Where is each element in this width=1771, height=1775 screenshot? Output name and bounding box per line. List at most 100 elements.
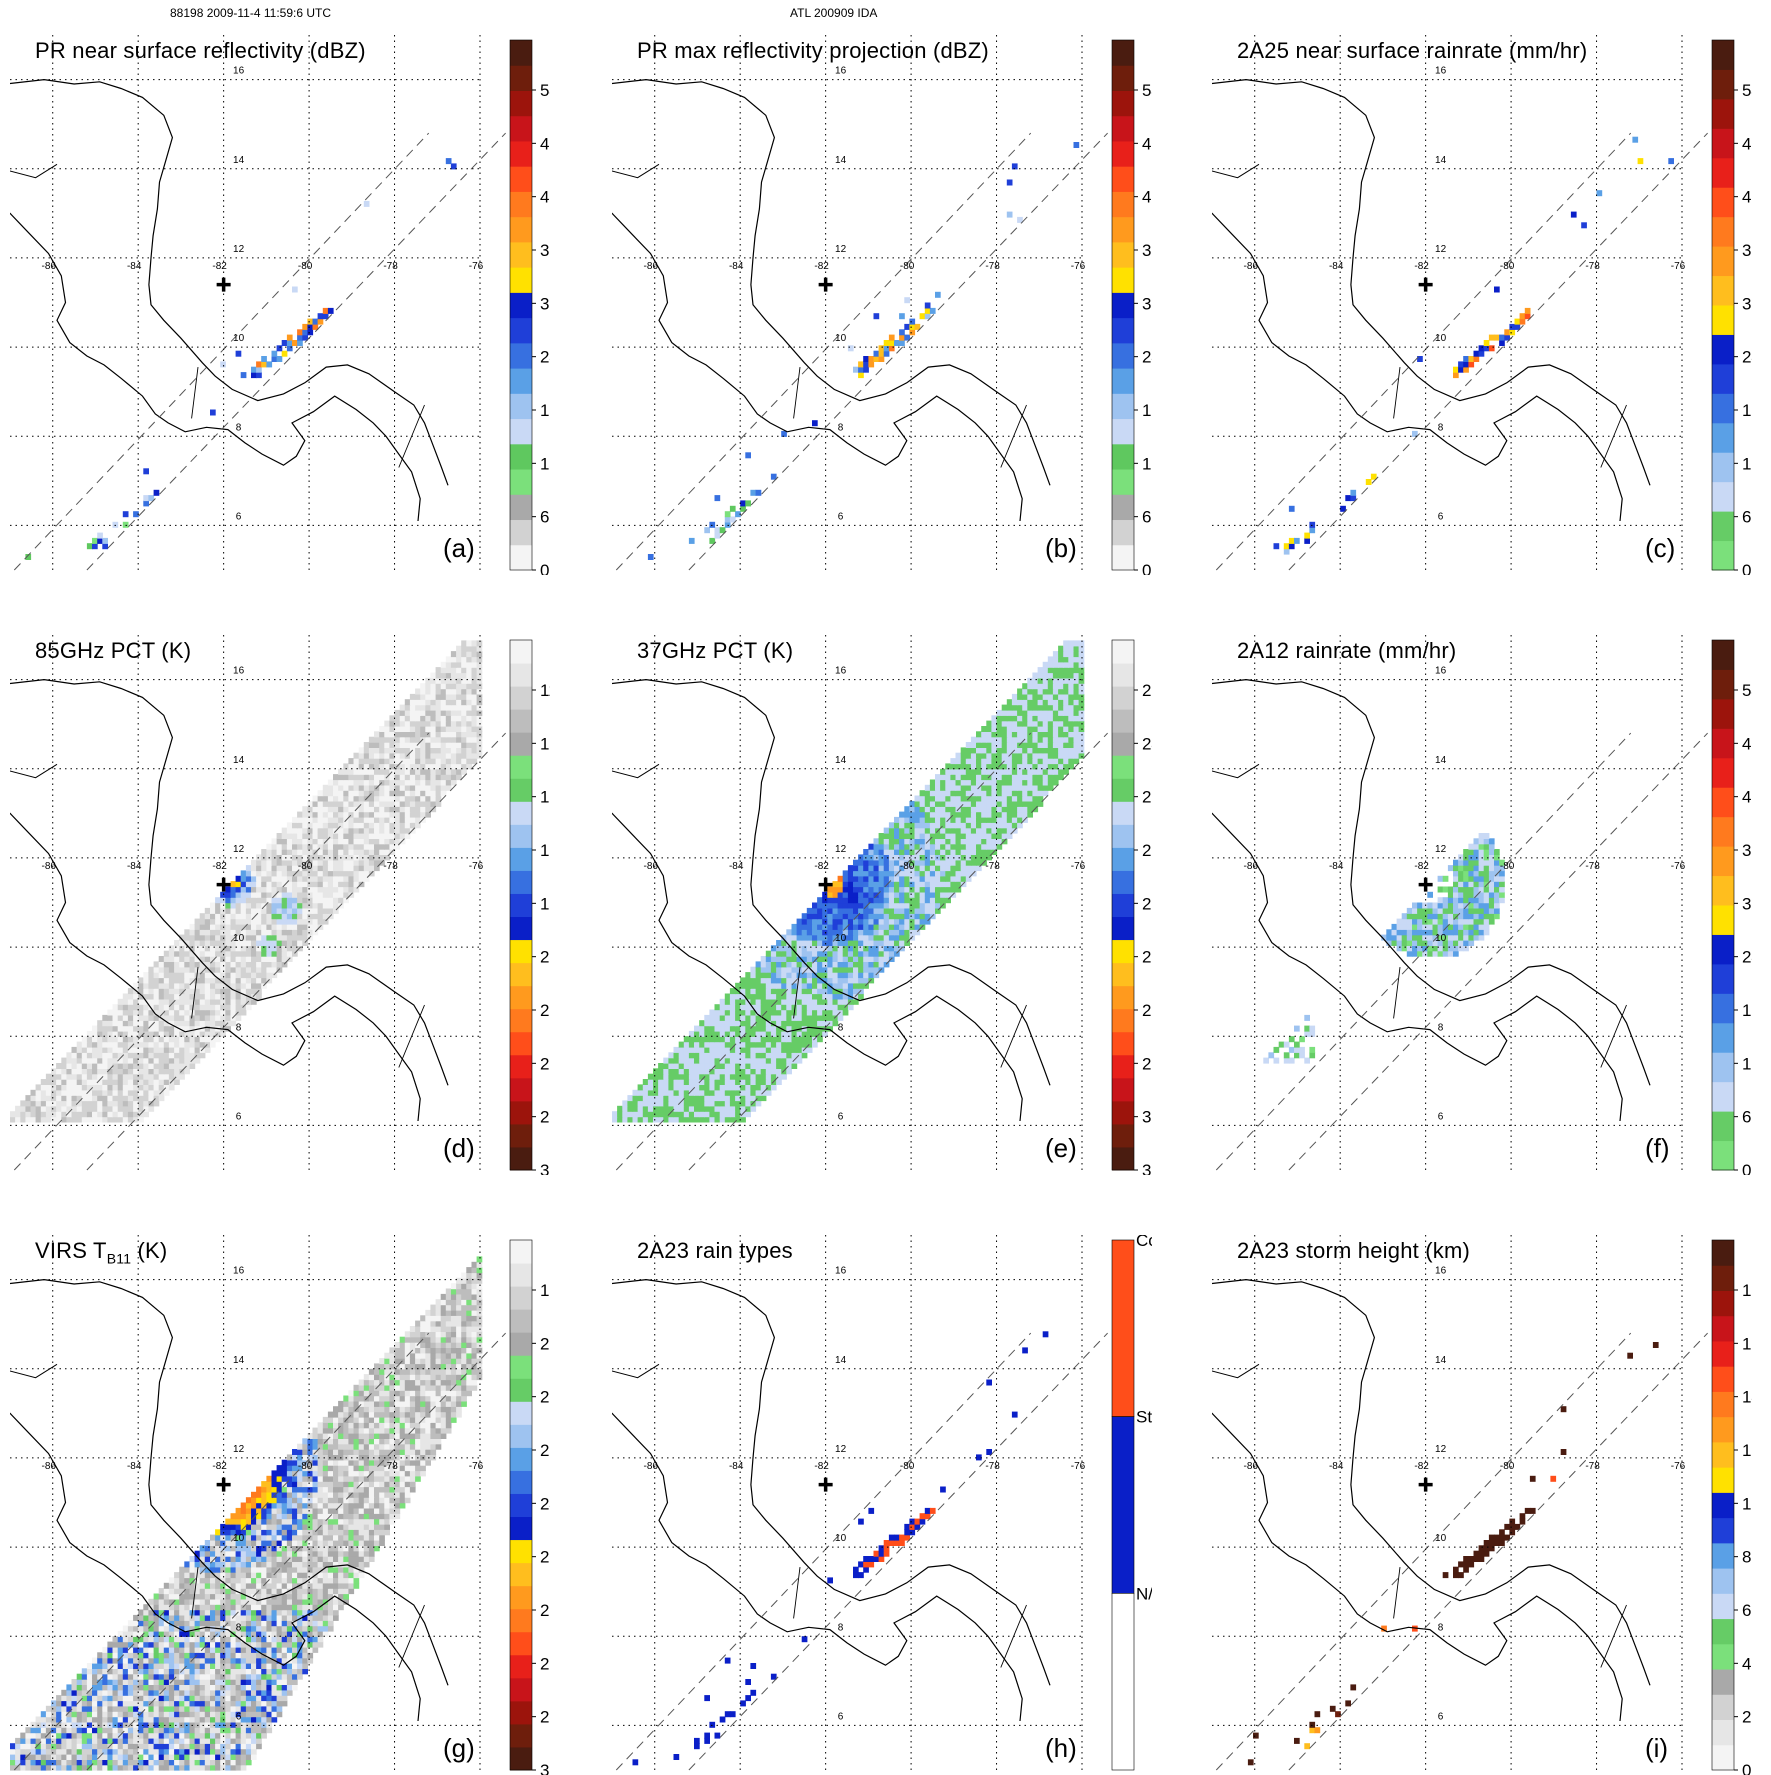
data-cell	[930, 822, 936, 828]
data-cell	[359, 822, 365, 828]
data-cell	[1002, 774, 1008, 780]
data-cell	[123, 1111, 129, 1117]
data-cell	[658, 1090, 664, 1096]
data-cell	[154, 1036, 160, 1042]
data-cell	[225, 919, 231, 925]
data-cell	[1438, 903, 1444, 909]
data-cell	[1304, 1015, 1310, 1021]
data-cell	[930, 908, 936, 914]
data-cell	[1032, 737, 1038, 743]
data-cell	[410, 715, 416, 721]
data-cell	[771, 945, 777, 951]
data-cell	[425, 774, 431, 780]
data-cell	[807, 940, 813, 946]
data-cell	[318, 865, 324, 871]
data-cell	[1479, 924, 1485, 930]
data-cell	[272, 881, 278, 887]
colorbar-segment	[1112, 940, 1134, 964]
data-cell	[884, 849, 890, 855]
data-cell	[781, 956, 787, 962]
data-cell	[1453, 935, 1459, 941]
data-cell	[461, 699, 467, 705]
data-cell	[466, 694, 472, 700]
data-cell	[694, 1026, 700, 1032]
data-cell	[251, 935, 257, 941]
data-cell	[400, 705, 406, 711]
data-cell	[282, 340, 288, 346]
data-cell	[384, 737, 390, 743]
data-cell	[792, 1020, 798, 1026]
data-cell	[1289, 506, 1295, 512]
data-cell	[709, 1052, 715, 1058]
data-cell	[909, 817, 915, 823]
lon-tick-label: -80	[298, 261, 313, 272]
data-cell	[930, 796, 936, 802]
data-cell	[461, 662, 467, 668]
data-cell	[827, 1015, 833, 1021]
data-cell	[292, 822, 298, 828]
data-cell	[297, 335, 303, 341]
data-cell	[313, 817, 319, 823]
data-cell	[904, 881, 910, 887]
data-cell	[425, 801, 431, 807]
lon-tick-label: -76	[469, 261, 484, 272]
data-cell	[425, 769, 431, 775]
data-cell	[446, 715, 452, 721]
colorbar-segment	[1112, 494, 1134, 520]
data-cell	[981, 838, 987, 844]
data-cell	[364, 828, 370, 834]
data-cell	[282, 870, 288, 876]
data-cell	[261, 865, 267, 871]
data-cell	[1468, 924, 1474, 930]
data-cell	[215, 940, 221, 946]
data-cell	[868, 844, 874, 850]
data-cell	[395, 828, 401, 834]
data-cell	[107, 1047, 113, 1053]
data-cell	[164, 1058, 170, 1064]
data-cell	[343, 806, 349, 812]
lat-tick-label: 8	[838, 1022, 844, 1033]
data-cell	[1074, 640, 1080, 646]
data-cell	[1571, 212, 1577, 218]
data-cell	[812, 945, 818, 951]
data-cell	[92, 1100, 98, 1106]
data-cell	[456, 726, 462, 732]
data-cell	[1032, 673, 1038, 679]
data-cell	[154, 1079, 160, 1085]
data-cell	[684, 1095, 690, 1101]
data-cell	[82, 1052, 88, 1058]
colorbar-tick-label: 261	[1142, 841, 1152, 860]
data-cell	[961, 849, 967, 855]
data-cell	[1063, 662, 1069, 668]
data-cell	[231, 887, 237, 893]
data-cell	[966, 747, 972, 753]
data-cell	[833, 892, 839, 898]
data-cell	[123, 994, 129, 1000]
data-cell	[694, 1047, 700, 1053]
data-cell	[107, 1095, 113, 1101]
data-cell	[771, 951, 777, 957]
data-cell	[236, 1015, 242, 1021]
data-cell	[143, 1079, 149, 1085]
colorbar-segment	[510, 940, 532, 964]
data-cell	[333, 860, 339, 866]
data-cell	[395, 785, 401, 791]
data-cell	[113, 1074, 119, 1080]
data-cell	[1043, 753, 1049, 759]
data-cell	[210, 951, 216, 957]
data-cell	[282, 919, 288, 925]
colorbar-segment	[1712, 334, 1734, 364]
data-cell	[643, 1117, 649, 1123]
data-cell	[231, 977, 237, 983]
data-cell	[461, 667, 467, 673]
data-cell	[87, 1042, 93, 1048]
data-cell	[874, 351, 880, 357]
data-cell	[797, 1020, 803, 1026]
data-cell	[400, 796, 406, 802]
data-cell	[868, 919, 874, 925]
lon-tick-label: -80	[298, 861, 313, 872]
data-cell	[935, 892, 941, 898]
data-cell	[868, 854, 874, 860]
data-cell	[446, 742, 452, 748]
data-cell	[1017, 774, 1023, 780]
